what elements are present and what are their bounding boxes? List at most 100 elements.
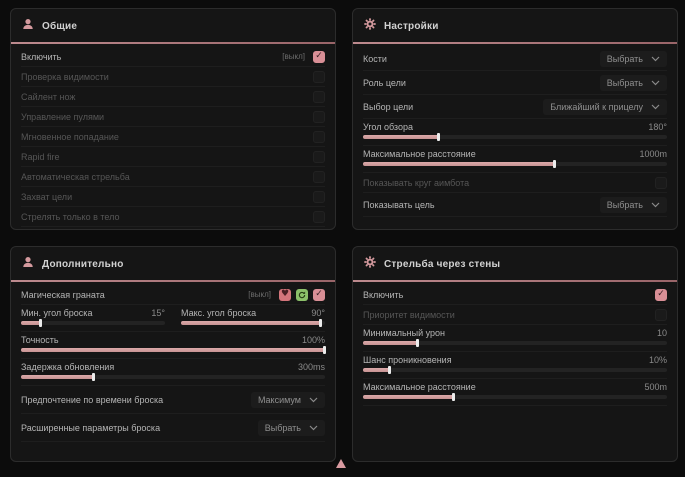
option-label: Макс. угол броска <box>181 308 257 318</box>
option-row: Стрелять только в тело <box>21 207 325 227</box>
dropdown-row-advanced: Расширенные параметры броска Выбрать <box>21 414 325 442</box>
cursor-indicator <box>336 459 346 468</box>
panel-title: Стрельба через стены <box>384 258 501 270</box>
chevron-down-icon <box>651 80 660 85</box>
slider-max-throw[interactable] <box>181 319 325 327</box>
option-label: Кости <box>363 53 387 64</box>
slider-value: 100% <box>301 335 325 345</box>
option-label: Захват цели <box>21 191 73 202</box>
slider-value: 500m <box>644 382 667 392</box>
option-label: Включить <box>21 51 62 62</box>
slider-row-max-distance: Максимальное расстояние 1000m <box>363 146 667 173</box>
header-underline <box>11 42 335 44</box>
option-label: Минимальный урон <box>363 328 446 338</box>
slider-fill <box>363 339 419 347</box>
panel-wallbang: Стрельба через стены Включить Приоритет … <box>352 246 678 462</box>
checkbox[interactable] <box>313 150 325 163</box>
option-label: Шанс проникновения <box>363 355 452 365</box>
panel-settings-header[interactable]: Настройки <box>353 9 677 42</box>
checkbox[interactable] <box>313 110 325 123</box>
panel-title: Общие <box>42 20 78 32</box>
option-row-enable: Включить [выкл] <box>21 47 325 67</box>
user-icon <box>22 255 34 273</box>
dropdown-advanced[interactable]: Выбрать <box>257 419 325 436</box>
slider-max-distance[interactable] <box>363 160 667 168</box>
slider-fov[interactable] <box>363 133 667 141</box>
panel-settings-body: Кости Выбрать Роль цели Выбрать Выбор це… <box>353 44 677 217</box>
heart-icon[interactable]: ♥ <box>279 288 291 301</box>
slider-fill <box>363 393 456 401</box>
panel-general-body: Включить [выкл] Проверка видимости Сайле… <box>11 44 335 227</box>
dropdown-target-select[interactable]: Ближайший к прицелу <box>543 98 667 115</box>
option-label: Мин. угол броска <box>21 308 93 318</box>
slider-value: 10 <box>656 328 667 338</box>
dropdown-bones[interactable]: Выбрать <box>599 50 667 67</box>
option-row: Автоматическая стрельба <box>21 167 325 187</box>
option-row-visibility-priority: Приоритет видимости <box>363 305 667 325</box>
panel-wallbang-header[interactable]: Стрельба через стены <box>353 247 677 280</box>
option-label: Проверка видимости <box>21 71 109 82</box>
slider-value: 15° <box>151 308 165 318</box>
checkbox[interactable] <box>313 170 325 183</box>
dropdown-value: Ближайший к прицелу <box>550 101 643 112</box>
checkbox-enable[interactable] <box>313 50 325 63</box>
chevron-down-icon <box>309 425 318 430</box>
option-row: Rapid fire <box>21 147 325 167</box>
slider-value: 90° <box>311 308 325 318</box>
dropdown-show-target[interactable]: Выбрать <box>599 196 667 213</box>
dropdown-value: Выбрать <box>606 199 643 210</box>
option-row: Проверка видимости <box>21 67 325 87</box>
dropdown-value: Максимум <box>257 394 301 405</box>
checkbox[interactable] <box>313 90 325 103</box>
dropdown-target-role[interactable]: Выбрать <box>599 74 667 91</box>
option-label: Предпочтение по времени броска <box>21 394 164 405</box>
dropdown-row-bones: Кости Выбрать <box>363 47 667 71</box>
slider-value: 1000m <box>639 149 667 159</box>
checkbox[interactable] <box>313 210 325 223</box>
option-row-show-circle: Показывать круг аимбота <box>363 173 667 193</box>
option-label: Расширенные параметры броска <box>21 422 161 433</box>
option-label: Показывать круг аимбота <box>363 177 470 188</box>
slider-fill <box>363 133 440 141</box>
checkbox[interactable] <box>655 176 667 189</box>
option-label: Сайлент нож <box>21 91 76 102</box>
slider-max-distance[interactable] <box>363 393 667 401</box>
checkbox-magic-grenade[interactable] <box>313 288 325 301</box>
slider-fill <box>363 366 392 374</box>
dropdown-throw-time[interactable]: Максимум <box>250 391 325 408</box>
checkbox[interactable] <box>313 130 325 143</box>
checkbox[interactable] <box>313 70 325 83</box>
panel-general-header[interactable]: Общие <box>11 9 335 42</box>
gear-icon <box>364 255 376 273</box>
option-label: Максимальное расстояние <box>363 149 476 159</box>
slider-col-max-throw: Макс. угол броска 90° <box>181 308 325 331</box>
option-row: Мгновенное попадание <box>21 127 325 147</box>
slider-penetration-chance[interactable] <box>363 366 667 374</box>
slider-accuracy[interactable] <box>21 346 326 354</box>
checkbox[interactable] <box>313 190 325 203</box>
option-label: Выбор цели <box>363 101 414 112</box>
checkbox-enable[interactable] <box>655 288 667 301</box>
slider-fill <box>363 160 556 168</box>
reload-icon[interactable] <box>296 288 308 301</box>
slider-row-fov: Угол обзора 180° <box>363 119 667 146</box>
option-label: Rapid fire <box>21 151 60 162</box>
checkbox[interactable] <box>655 308 667 321</box>
dropdown-row-target-select: Выбор цели Ближайший к прицелу <box>363 95 667 119</box>
slider-min-damage[interactable] <box>363 339 667 347</box>
slider-min-throw[interactable] <box>21 319 165 327</box>
slider-update-delay[interactable] <box>21 373 325 381</box>
chevron-down-icon <box>651 202 660 207</box>
panel-title: Настройки <box>384 20 439 32</box>
dropdown-value: Выбрать <box>264 422 301 433</box>
slider-row-penetration-chance: Шанс проникновения 10% <box>363 352 667 379</box>
header-underline <box>353 42 677 44</box>
panel-additional-header[interactable]: Дополнительно <box>11 247 335 280</box>
hotkey-badge[interactable]: [выкл] <box>248 290 271 299</box>
slider-fill <box>21 346 326 354</box>
option-label: Показывать цель <box>363 199 435 210</box>
option-row: Сайлент нож <box>21 87 325 107</box>
hotkey-badge[interactable]: [выкл] <box>282 52 305 61</box>
chevron-down-icon <box>651 56 660 61</box>
panel-general: Общие Включить [выкл] Проверка видимости… <box>10 8 336 230</box>
